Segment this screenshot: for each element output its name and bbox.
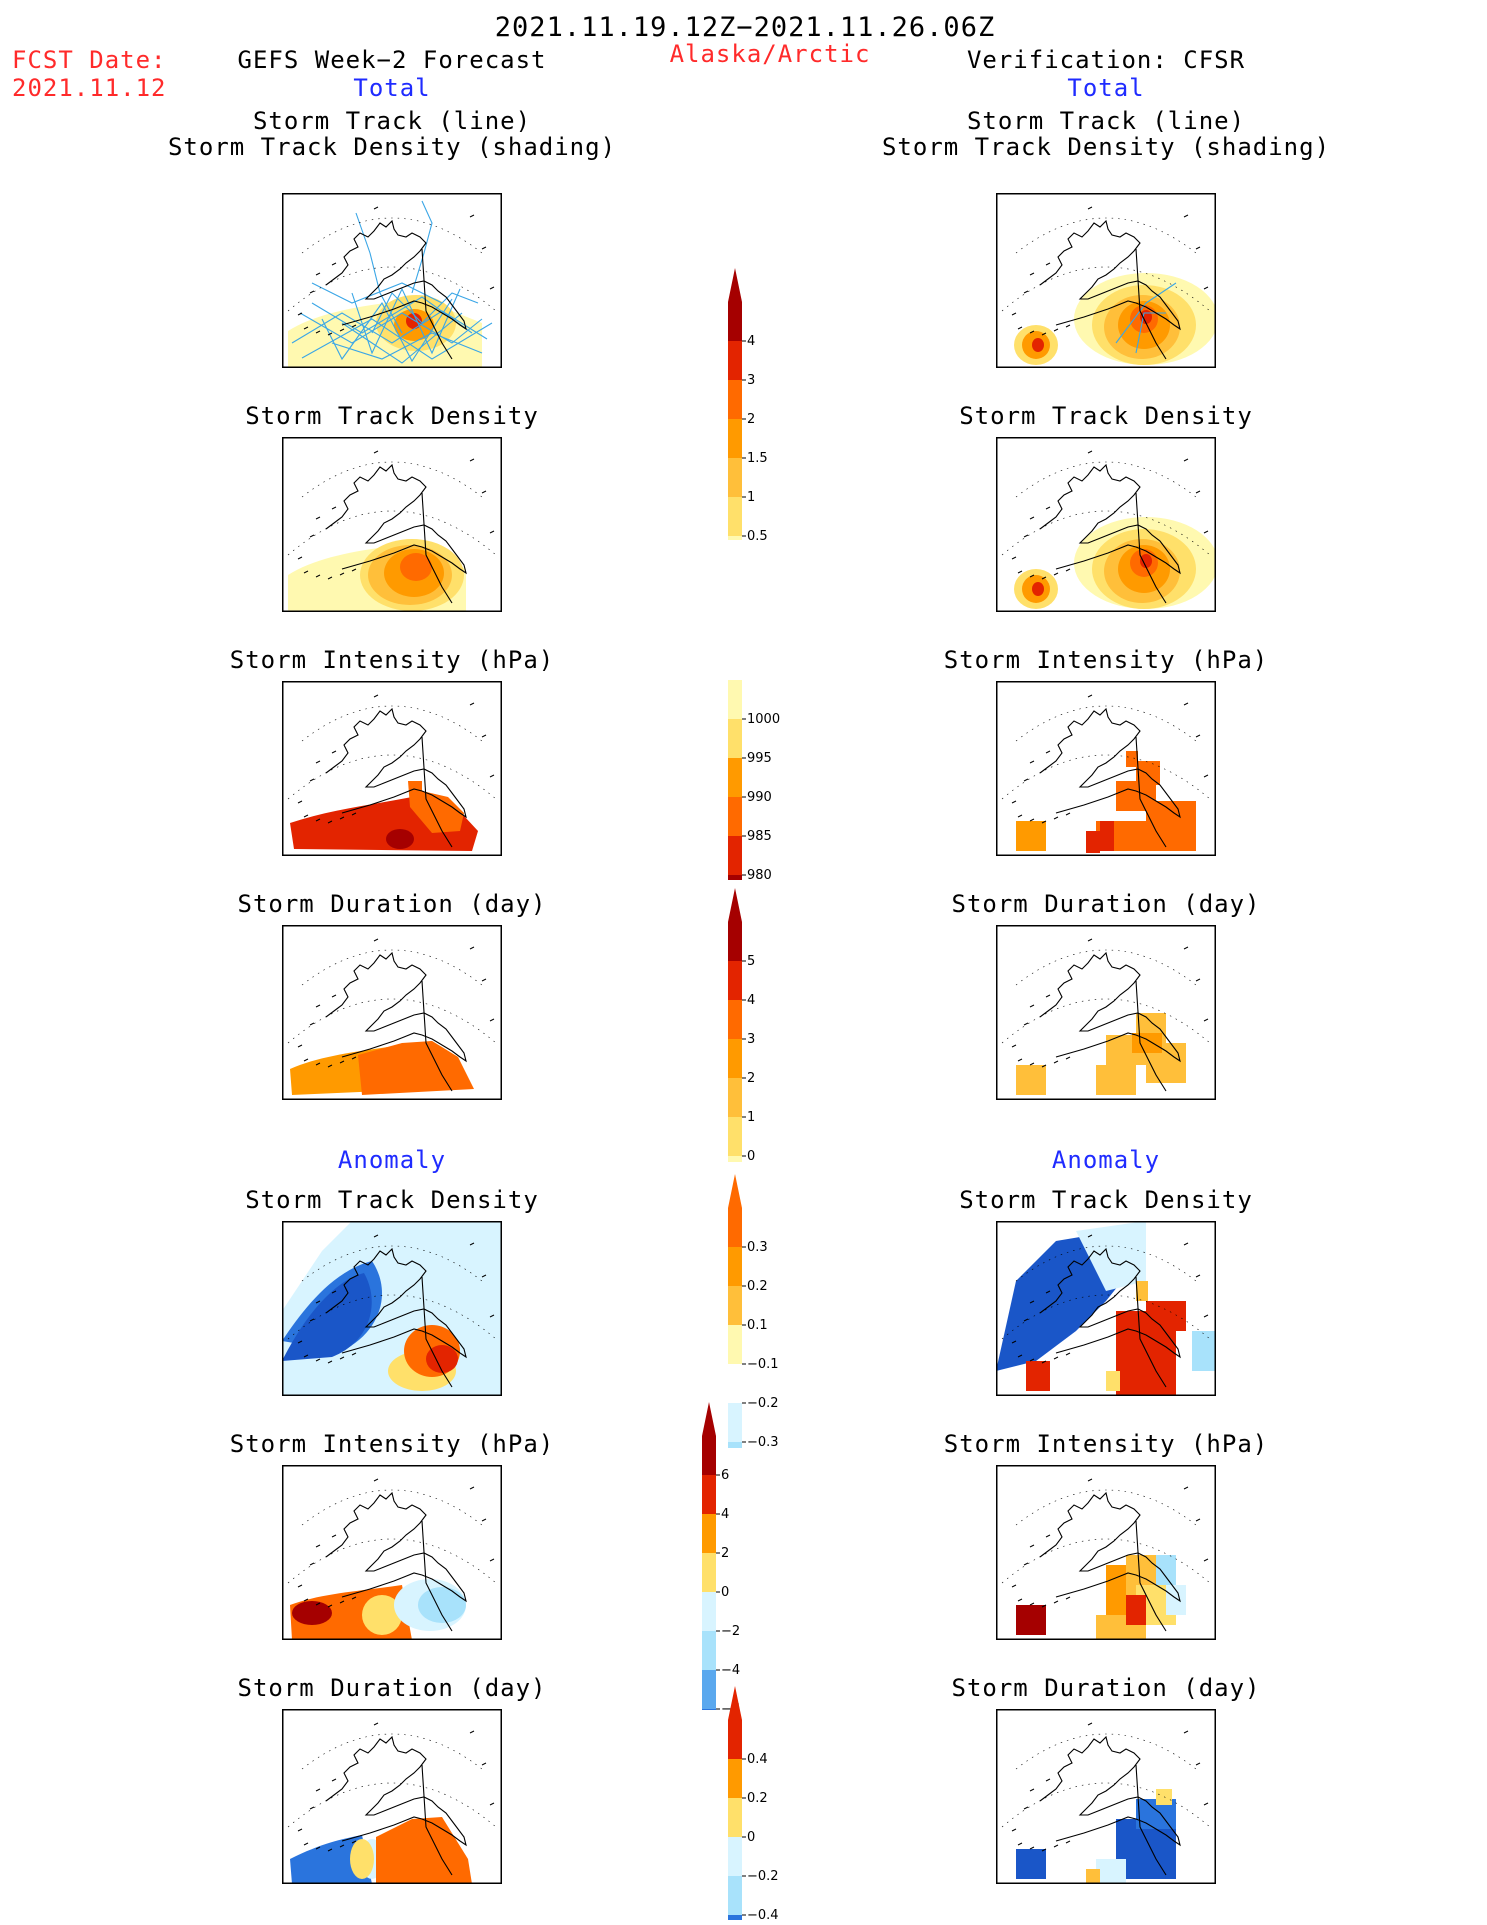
colorbar-tick-label: 0 xyxy=(721,1585,729,1600)
left-intensity-title: Storm Intensity (hPa) xyxy=(229,646,555,674)
right-anom-intensity-title: Storm Intensity (hPa) xyxy=(943,1430,1269,1458)
colorbar-tick-label: 4 xyxy=(747,334,755,349)
colorbar-tick-label: 0.1 xyxy=(747,1318,768,1333)
colorbar-tick-label: −0.3 xyxy=(747,1435,779,1448)
left-anomaly-label: Anomaly xyxy=(337,1146,447,1174)
colorbar-tick-label: 6 xyxy=(721,1468,729,1483)
colorbar-tick-label: 1 xyxy=(747,1110,755,1125)
colorbar-tick-label: 1000 xyxy=(747,712,780,727)
colorbar-intensity-anomaly: 6 4 2 0 −2 −4 −6 xyxy=(702,1402,740,1710)
map-verif-intensity-anomaly xyxy=(996,1465,1216,1640)
colorbar-tick-label: −2 xyxy=(721,1624,740,1639)
left-anom-duration-title: Storm Duration (day) xyxy=(237,1674,547,1702)
colorbar-tick-label: 2 xyxy=(721,1546,729,1561)
map-forecast-density-anomaly xyxy=(282,1221,502,1396)
colorbar-duration-anomaly: 0.4 0.2 0 −0.2 −0.4 xyxy=(728,1686,779,1920)
left-duration-title: Storm Duration (day) xyxy=(237,890,547,918)
colorbar-tick-label: 0.3 xyxy=(747,1240,768,1255)
colorbar-tick-label: −0.4 xyxy=(747,1908,779,1920)
right-density-title: Storm Track Density xyxy=(959,402,1253,430)
right-column-title: Verification: CFSR xyxy=(966,46,1246,74)
fcst-date-label: FCST Date: xyxy=(12,46,167,74)
colorbar-tick-label: 990 xyxy=(747,790,772,805)
region-title: Alaska/Arctic xyxy=(669,40,871,68)
colorbar-tick-label: 3 xyxy=(747,1032,755,1047)
map-forecast-density xyxy=(282,437,502,612)
map-verif-track xyxy=(996,193,1216,368)
colorbar-density-total: 4 3 2 1.5 1 0.5 xyxy=(728,268,768,540)
colorbar-tick-label: 0.2 xyxy=(747,1279,768,1294)
colorbar-tick-label: 3 xyxy=(747,373,755,388)
map-forecast-intensity-anomaly xyxy=(282,1465,502,1640)
map-forecast-duration-anomaly xyxy=(282,1709,502,1884)
colorbar-tick-label: −4 xyxy=(721,1663,740,1678)
colorbar-tick-label: 0.5 xyxy=(747,529,768,540)
right-total-label: Total xyxy=(1067,74,1145,102)
left-density-title: Storm Track Density xyxy=(245,402,539,430)
right-anom-density-title: Storm Track Density xyxy=(959,1186,1253,1214)
map-verif-density-anomaly xyxy=(996,1221,1216,1396)
left-anom-density-title: Storm Track Density xyxy=(245,1186,539,1214)
map-forecast-duration xyxy=(282,925,502,1100)
colorbar-duration-total: 5 4 3 2 1 0 xyxy=(728,888,755,1162)
left-column-title: GEFS Week−2 Forecast xyxy=(237,46,547,74)
fcst-date-value: 2021.11.12 xyxy=(12,74,167,102)
colorbar-tick-label: 0.4 xyxy=(747,1752,768,1767)
right-intensity-title: Storm Intensity (hPa) xyxy=(943,646,1269,674)
date-range-title: 2021.11.19.12Z−2021.11.26.06Z xyxy=(494,12,996,43)
colorbar-tick-label: 980 xyxy=(747,868,772,880)
right-anom-duration-title: Storm Duration (day) xyxy=(951,1674,1261,1702)
colorbar-tick-label: 0 xyxy=(747,1830,755,1845)
map-verif-intensity xyxy=(996,681,1216,856)
colorbar-tick-label: 1 xyxy=(747,490,755,505)
colorbar-tick-label: −0.1 xyxy=(747,1357,779,1372)
colorbar-tick-label: 2 xyxy=(747,412,755,427)
colorbar-tick-label: 2 xyxy=(747,1071,755,1086)
colorbar-tick-label: 1.5 xyxy=(747,451,768,466)
colorbar-density-anomaly: 0.3 0.2 0.1 −0.1 −0.2 −0.3 xyxy=(728,1174,779,1448)
colorbar-intensity-total: 1000 995 990 985 980 xyxy=(728,680,780,880)
colorbar-tick-label: 0.2 xyxy=(747,1791,768,1806)
left-track-title-1: Storm Track (line) xyxy=(252,107,532,135)
left-track-title-2: Storm Track Density (shading) xyxy=(167,133,617,161)
left-total-label: Total xyxy=(353,74,431,102)
colorbar-tick-label: 0 xyxy=(747,1149,755,1162)
right-track-title-2: Storm Track Density (shading) xyxy=(881,133,1331,161)
colorbar-tick-label: 985 xyxy=(747,829,772,844)
colorbar-tick-label: −0.2 xyxy=(747,1869,779,1884)
map-verif-duration-anomaly xyxy=(996,1709,1216,1884)
map-forecast-track xyxy=(282,193,502,368)
map-verif-duration xyxy=(996,925,1216,1100)
colorbar-tick-label: 5 xyxy=(747,954,755,969)
colorbar-tick-label: 995 xyxy=(747,751,772,766)
map-verif-density xyxy=(996,437,1216,612)
colorbar-tick-label: −0.2 xyxy=(747,1396,779,1411)
right-track-title-1: Storm Track (line) xyxy=(966,107,1246,135)
colorbar-tick-label: −6 xyxy=(721,1702,740,1710)
colorbar-tick-label: 4 xyxy=(721,1507,729,1522)
right-duration-title: Storm Duration (day) xyxy=(951,890,1261,918)
colorbar-tick-label: 4 xyxy=(747,993,755,1008)
map-forecast-intensity xyxy=(282,681,502,856)
left-anom-intensity-title: Storm Intensity (hPa) xyxy=(229,1430,555,1458)
right-anomaly-label: Anomaly xyxy=(1051,1146,1161,1174)
